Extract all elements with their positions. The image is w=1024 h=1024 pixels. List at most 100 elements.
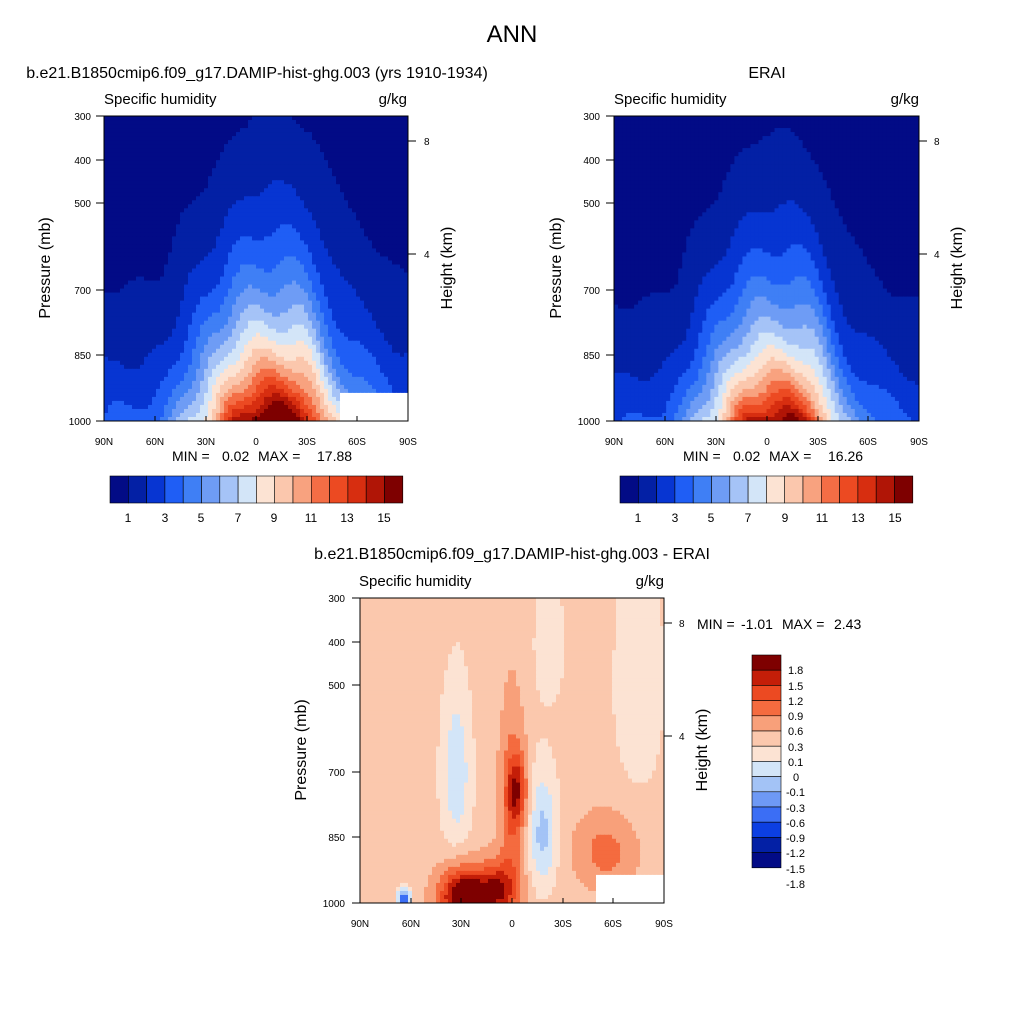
contour-cell <box>364 300 369 306</box>
contour-cell <box>104 256 109 262</box>
contour-cell <box>220 128 225 133</box>
contour-cell <box>388 212 393 217</box>
contour-cell <box>172 280 177 286</box>
contour-cell <box>256 264 261 270</box>
contour-cell <box>212 296 217 302</box>
contour-cell <box>216 244 221 250</box>
contour-cell <box>212 356 217 362</box>
contour-cell <box>324 196 329 201</box>
contour-cell <box>204 336 209 342</box>
contour-cell <box>128 216 133 221</box>
contour-cell <box>312 224 317 229</box>
contour-cell <box>340 176 345 181</box>
contour-cell <box>372 360 377 366</box>
contour-cell <box>172 260 177 266</box>
contour-cell <box>184 308 189 314</box>
contour-cell <box>352 300 357 306</box>
contour-cell <box>204 168 209 173</box>
contour-cell <box>272 240 277 246</box>
contour-cell <box>316 196 321 201</box>
contour-cell <box>244 188 249 193</box>
contour-cell <box>324 116 329 121</box>
contour-cell <box>224 228 229 233</box>
contour-cell <box>372 280 377 286</box>
contour-cell <box>252 124 257 129</box>
contour-cell <box>356 128 361 133</box>
contour-cell <box>224 116 229 121</box>
contour-cell <box>396 128 401 133</box>
contour-cell <box>280 308 285 314</box>
contour-cell <box>148 128 153 133</box>
contour-cell <box>156 180 161 185</box>
contour-cell <box>248 328 253 334</box>
contour-cell <box>224 264 229 270</box>
contour-cell <box>196 240 201 246</box>
contour-cell <box>296 304 301 310</box>
contour-cell <box>248 252 253 258</box>
contour-cell <box>280 124 285 129</box>
contour-cell <box>108 280 113 286</box>
contour-cell <box>184 240 189 246</box>
contour-cell <box>364 256 369 262</box>
contour-cell <box>404 208 408 213</box>
contour-cell <box>380 256 385 262</box>
contour-cell <box>208 264 213 270</box>
contour-cell <box>200 280 205 286</box>
contour-cell <box>364 212 369 217</box>
contour-cell <box>248 336 253 342</box>
contour-cell <box>404 204 408 209</box>
contour-cell <box>304 328 309 334</box>
contour-cell <box>212 364 217 370</box>
contour-cell <box>148 132 153 137</box>
contour-cell <box>112 196 117 201</box>
contour-cell <box>320 256 325 262</box>
contour-cell <box>264 220 269 225</box>
contour-cell <box>200 220 205 225</box>
contour-cell <box>380 208 385 213</box>
contour-cell <box>176 128 181 133</box>
contour-cell <box>404 356 408 362</box>
contour-cell <box>128 376 133 382</box>
contour-cell <box>176 120 181 125</box>
contour-cell <box>300 364 305 370</box>
contour-cell <box>324 192 329 197</box>
contour-cell <box>352 336 357 342</box>
contour-cell <box>140 220 145 225</box>
contour-cell <box>340 336 345 342</box>
contour-cell <box>184 236 189 241</box>
contour-cell <box>340 156 345 161</box>
contour-cell <box>232 372 237 378</box>
contour-cell <box>148 184 153 189</box>
contour-cell <box>152 224 157 229</box>
contour-cell <box>356 296 361 302</box>
contour-cell <box>128 196 133 201</box>
contour-cell <box>216 204 221 209</box>
contour-cell <box>256 236 261 241</box>
contour-cell <box>124 368 129 374</box>
contour-cell <box>256 344 261 350</box>
contour-cell <box>188 360 193 366</box>
contour-cell <box>348 212 353 217</box>
contour-cell <box>136 200 141 205</box>
contour-cell <box>184 184 189 189</box>
contour-cell <box>332 160 337 165</box>
contour-cell <box>400 224 405 229</box>
contour-cell <box>124 264 129 270</box>
contour-cell <box>280 340 285 346</box>
contour-cell <box>156 360 161 366</box>
contour-cell <box>108 204 113 209</box>
contour-cell <box>324 300 329 306</box>
contour-cell <box>268 204 273 209</box>
contour-cell <box>256 188 261 193</box>
contour-cell <box>268 304 273 310</box>
contour-cell <box>168 360 173 366</box>
contour-cell <box>292 252 297 258</box>
contour-cell <box>248 132 253 137</box>
contour-cell <box>260 296 265 302</box>
contour-cell <box>304 272 309 278</box>
contour-cell <box>404 280 408 286</box>
contour-cell <box>148 268 153 274</box>
contour-cell <box>104 360 109 366</box>
contour-cell <box>292 304 297 310</box>
contour-cell <box>324 344 329 350</box>
